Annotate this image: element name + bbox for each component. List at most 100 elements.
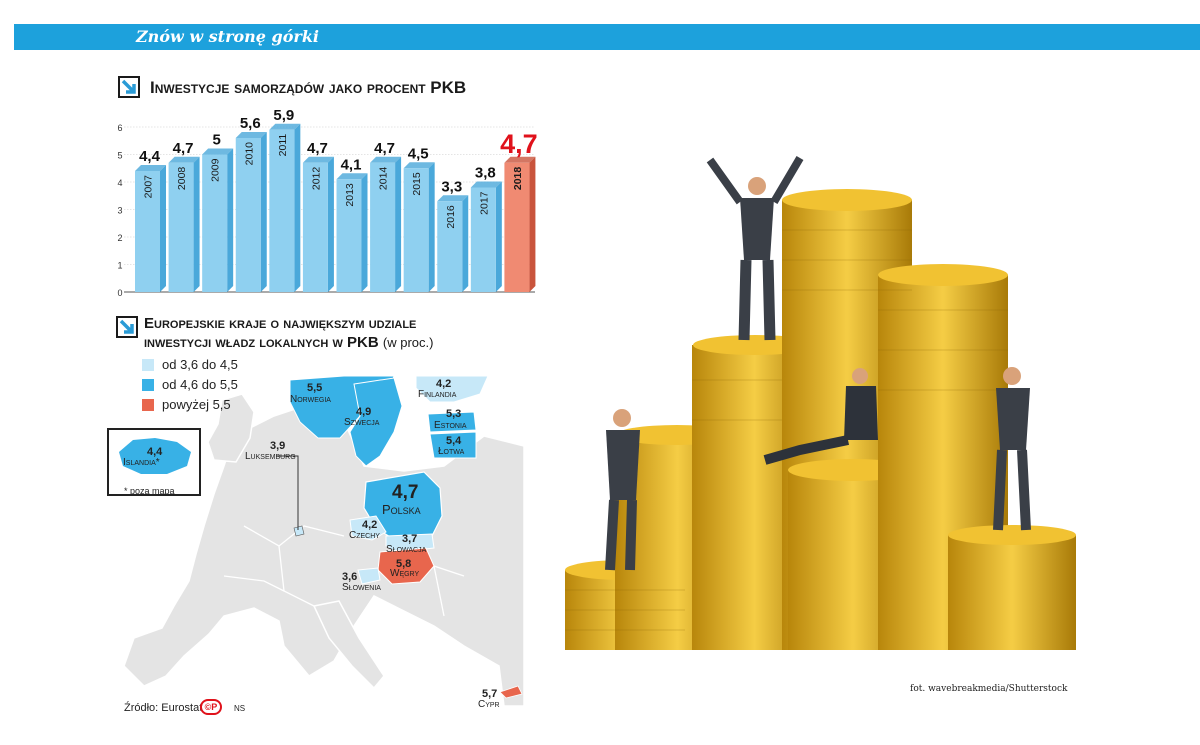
legend-label: powyżej 5,5 [162,397,231,412]
bar-side [260,132,267,292]
bar-top [168,156,200,163]
map-heading-line2-text: inwestycji władz lokalnych w PKB [144,334,379,351]
y-tick-label: 5 [117,151,122,161]
x-tick-label: 2008 [176,167,188,191]
businesswoman-sitting [763,368,878,465]
map-slovenia [357,567,381,585]
businessman-cheering [706,155,804,341]
bar-value-label: 5,6 [240,115,261,132]
map-value-slovenia: 3,6 [342,571,358,583]
source-text: Źródło: Eurostat [124,702,203,714]
bar-value-label: 4,7 [173,140,194,157]
bar-side [294,123,301,292]
bar-side [193,156,200,292]
bar-chart: 0 1 2 3 4 5 6 4,4 2007 4,7 2008 5 2009 5,6 2010 5,9 2011… [117,110,538,298]
bar-side [361,173,368,292]
bar-value-label: 3,8 [475,165,496,182]
map-value-poland: 4,7 [392,482,419,503]
bar-top [235,132,267,138]
bar-value-label: 4,5 [408,145,429,162]
map-label-cyprus: Cypr [478,699,500,710]
bar-value-label: 4,1 [341,156,362,173]
x-tick-label: 2010 [243,142,255,166]
x-tick-label: 2011 [277,134,289,157]
x-tick-label: 2007 [143,175,155,199]
bar-value-label: 4,4 [139,148,161,165]
map-label-finland: Finlandia [418,389,457,400]
bar-top [437,195,469,202]
map-iceland [119,438,191,474]
bar-value-label: 4,7 [500,129,538,159]
iceland-value: 4,4 [147,446,163,458]
map-label-slovenia: Słowenia [342,582,381,593]
map-heading-line2: inwestycji władz lokalnych w PKB (w proc… [144,334,433,351]
map-latvia [429,431,477,459]
bar-side [327,156,334,292]
y-tick-label: 4 [117,178,122,188]
photo-credit: fot. wavebreakmedia/Shutterstock [910,684,1068,694]
iceland-inset: 4,4 Islandia* [107,428,201,496]
bar-side [495,181,502,292]
map-sweden [349,377,403,467]
bar-value-label: 4,7 [307,140,328,157]
map-value-slovakia: 3,7 [402,533,418,545]
map-estonia [427,411,477,433]
legend-label: od 4,6 do 5,5 [162,377,238,392]
bar [336,179,362,292]
legend-label: od 3,6 do 4,5 [162,357,238,372]
map-value-estonia: 5,3 [446,408,462,420]
map-label-poland: Polska [382,502,421,517]
map-value-norway: 5,5 [307,382,323,394]
map-value-cyprus: 5,7 [482,688,498,700]
bar-side [227,148,234,292]
x-tick-label: 2018 [512,167,524,191]
map-value-hungary: 5,8 [396,558,412,570]
bar-top [403,162,435,169]
bar [470,187,496,292]
map-finland [415,376,489,403]
bar-top [269,123,301,130]
iceland-label: Islandia* [123,457,160,468]
bar-value-label: 3,3 [441,178,462,195]
bar-value-label: 5,9 [273,110,294,124]
bar-top [370,156,402,163]
banner-title: Znów w stronę górki [136,27,320,46]
bar [403,168,429,292]
bar-top [470,181,502,188]
bar [504,162,530,292]
iceland-note: * poza mapą [124,486,175,496]
map-label-czechia: Czechy [349,530,380,541]
bar-side [462,195,469,292]
bar [202,154,228,292]
bar [302,162,328,292]
map-label-hungary: Węgry [390,568,420,579]
y-tick-label: 3 [117,206,122,216]
map-value-finland: 4,2 [436,378,452,390]
map-land-uk [207,393,255,463]
luxembourg-pointer-line [276,455,299,530]
bar [269,129,295,292]
publisher-logo: ©P [200,699,222,715]
bar [235,138,261,292]
x-tick-label: 2009 [210,158,222,182]
bar-value-label: 4,7 [374,140,395,157]
title-banner: Znów w stronę górki [14,24,1200,50]
x-tick-label: 2014 [378,167,390,191]
bar-top [135,165,166,171]
y-tick-label: 2 [117,233,122,243]
bar-side [395,156,402,292]
businessman-leaning [605,409,640,571]
author-initials: NS [234,704,246,713]
bar-top [336,173,368,180]
y-tick-label: 1 [117,261,122,271]
map-luxembourg [293,525,305,537]
map-value-latvia: 5,4 [446,435,462,447]
map-label-estonia: Estonia [434,420,467,431]
legend-swatch [142,379,154,391]
x-tick-label: 2013 [344,183,356,207]
coin-stack-front-right [948,525,1076,650]
map-label-slovakia: Słowacja [386,544,427,555]
map-label-latvia: Łotwa [438,446,465,457]
legend-swatch [142,399,154,411]
businessman-worried [993,367,1031,531]
